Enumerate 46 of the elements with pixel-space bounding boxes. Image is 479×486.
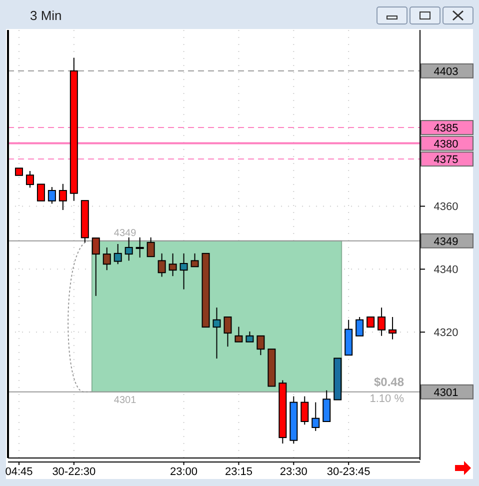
annotation: $0.48 — [374, 374, 404, 389]
candlestick — [246, 330, 254, 342]
ref-line-label: 4349 — [434, 236, 458, 248]
x-tick-label: 23:00 — [170, 466, 198, 478]
x-tick-label: 23:15 — [224, 466, 252, 478]
candlestick — [300, 396, 309, 426]
y-tick-label: 4340 — [434, 264, 458, 276]
annotation: 1.10 % — [370, 392, 404, 405]
candlestick — [158, 252, 166, 278]
ref-line-label: 4375 — [434, 154, 458, 166]
candlestick — [146, 236, 155, 258]
ref-line-label: 4385 — [434, 122, 458, 135]
candlestick — [190, 252, 199, 268]
candlestick — [48, 186, 56, 204]
candlestick — [124, 236, 133, 262]
candlestick — [378, 307, 386, 336]
y-tick-label: 4320 — [434, 327, 458, 340]
candlestick — [136, 236, 144, 258]
annotation: 4301 — [114, 394, 137, 406]
candlestick — [388, 316, 397, 340]
candlestick — [224, 316, 232, 348]
candlestick — [234, 326, 243, 342]
candlestick — [26, 170, 34, 188]
x-tick-label: 23:30 — [280, 466, 308, 478]
candlestick — [92, 238, 100, 296]
x-tick-label: 04:45 — [5, 466, 33, 478]
candlestick — [36, 184, 45, 202]
x-tick-label: 30-22:30 — [52, 466, 96, 478]
candlestick — [114, 244, 122, 265]
candlestick — [312, 402, 320, 432]
candlestick — [58, 183, 67, 211]
candlestick — [322, 390, 331, 422]
chart-title: 3 Min — [30, 8, 62, 23]
x-tick-label: 30-23:45 — [326, 466, 370, 478]
ref-line-label: 4403 — [434, 66, 458, 78]
ref-line-label: 4301 — [434, 386, 458, 399]
candlestick — [180, 252, 188, 290]
candlestick — [212, 307, 221, 360]
candlestick — [366, 316, 375, 328]
ref-line-label: 4380 — [434, 138, 458, 150]
candlestick — [356, 316, 364, 336]
annotation: 4349 — [114, 228, 137, 239]
candlestick — [168, 252, 177, 277]
candlestick — [256, 335, 265, 356]
candlestick — [102, 246, 111, 271]
y-tick-label: 4360 — [434, 201, 458, 214]
